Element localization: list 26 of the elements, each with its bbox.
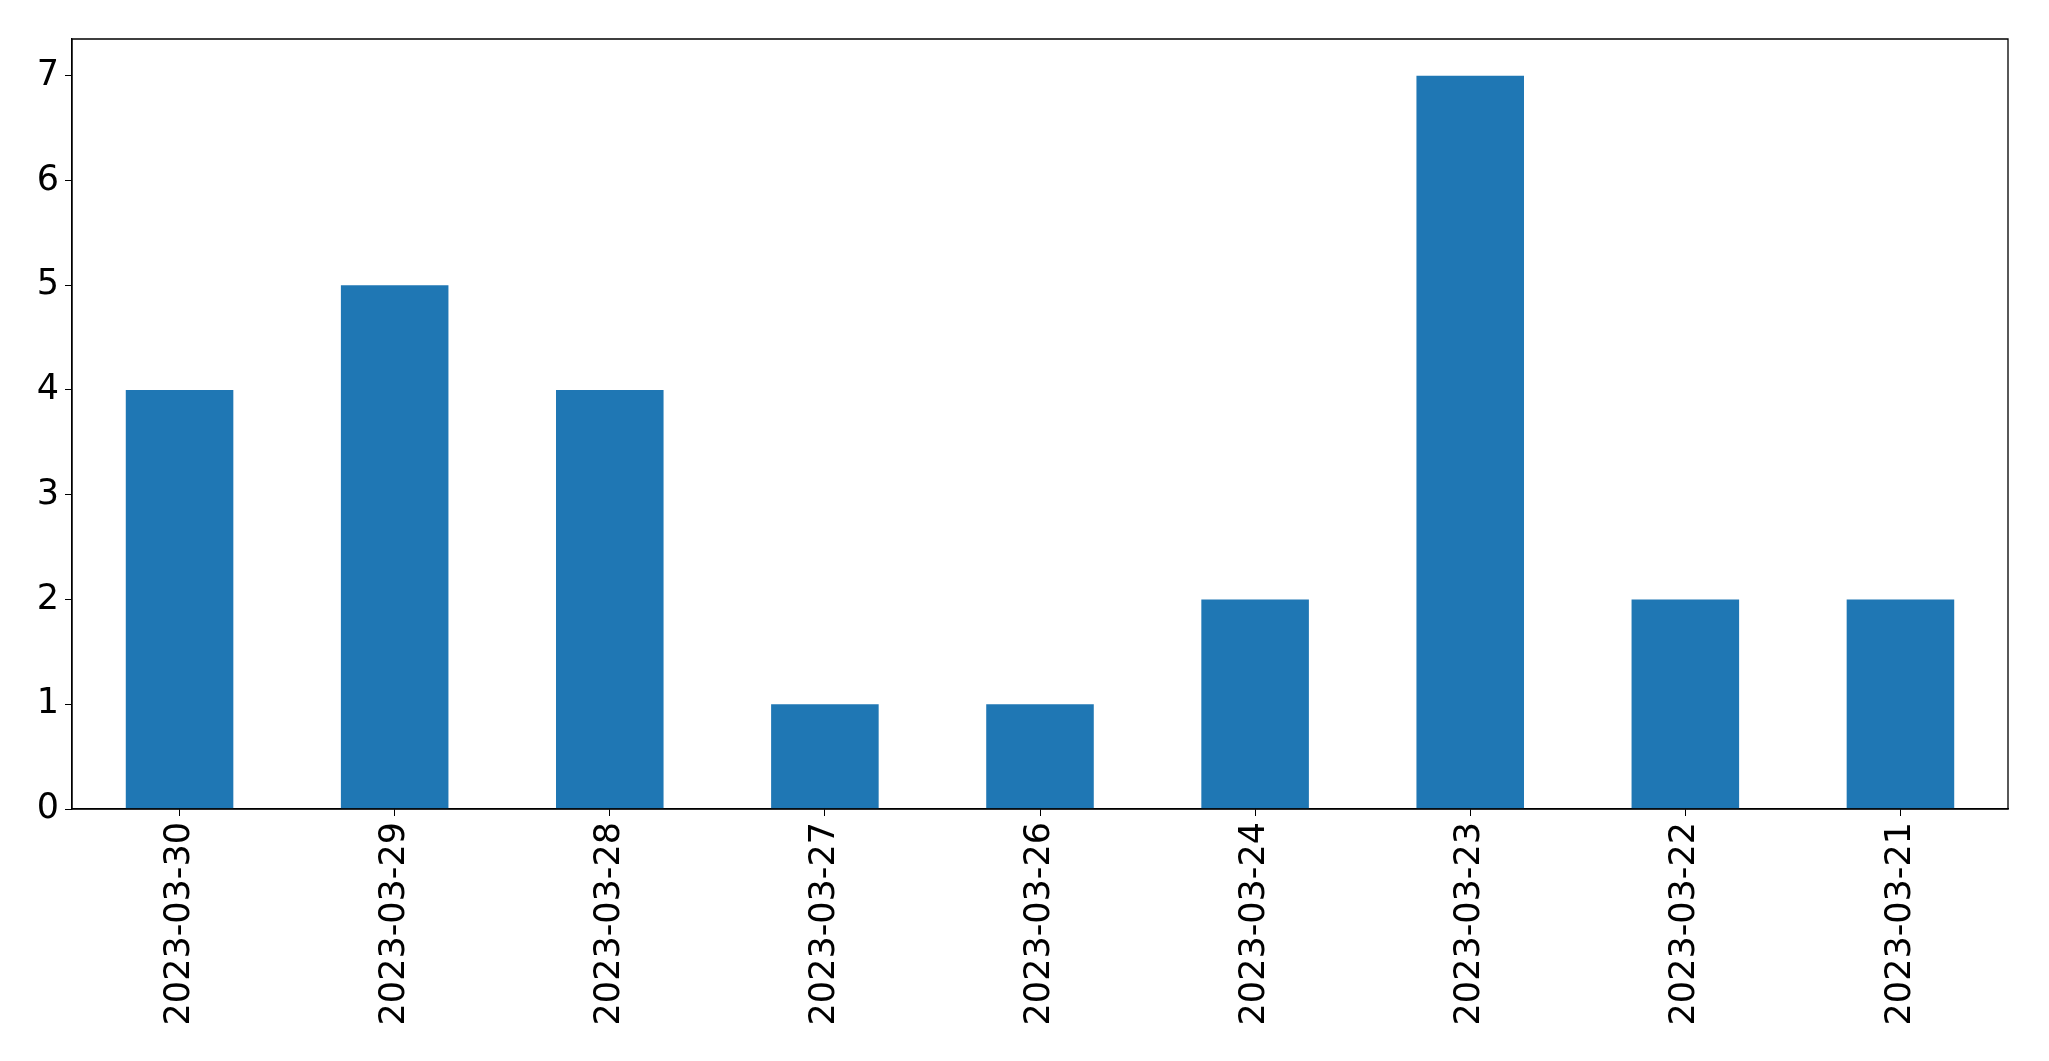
y-tick-label: 4 xyxy=(36,367,59,408)
y-tick-label: 2 xyxy=(36,576,59,617)
bar xyxy=(771,704,879,809)
x-tick-label: 2023-03-29 xyxy=(371,822,412,1026)
bar xyxy=(1201,599,1309,809)
x-tick-label: 2023-03-21 xyxy=(1877,822,1918,1026)
y-tick-label: 3 xyxy=(36,471,59,512)
bar xyxy=(125,389,234,809)
x-tick-label: 2023-03-26 xyxy=(1017,822,1058,1026)
x-tick-label: 2023-03-28 xyxy=(586,822,627,1026)
y-tick-label: 1 xyxy=(36,681,59,722)
x-tick-label: 2023-03-24 xyxy=(1232,822,1273,1026)
bar xyxy=(1846,599,1955,809)
bar xyxy=(556,389,664,809)
x-tick-label: 2023-03-30 xyxy=(156,822,197,1026)
bar xyxy=(986,704,1094,809)
bar xyxy=(1416,75,1524,809)
y-tick-label: 6 xyxy=(36,157,59,198)
y-tick-label: 0 xyxy=(36,786,59,827)
bar xyxy=(340,285,449,809)
x-tick-label: 2023-03-27 xyxy=(801,822,842,1026)
bar xyxy=(1631,599,1740,809)
y-tick-label: 5 xyxy=(36,262,59,303)
y-tick-label: 7 xyxy=(36,52,59,93)
x-tick-label: 2023-03-22 xyxy=(1662,822,1703,1026)
x-tick-label: 2023-03-23 xyxy=(1447,822,1488,1026)
